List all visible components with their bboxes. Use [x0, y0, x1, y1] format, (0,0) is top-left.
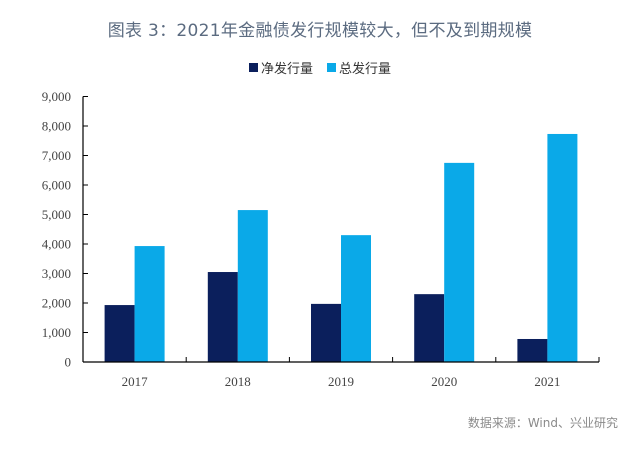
bar-total-2018	[237, 210, 268, 362]
y-tick-label: 0	[65, 355, 72, 370]
legend-swatch-total	[327, 63, 336, 72]
legend-item-total: 总发行量	[327, 58, 391, 77]
legend-swatch-net	[248, 63, 258, 72]
x-tick-label: 2020	[431, 374, 457, 389]
bar-net-2018	[207, 272, 238, 362]
source-note: 数据来源：Wind、兴业研究	[467, 416, 618, 430]
y-tick-label: 2,000	[42, 296, 71, 311]
y-tick-label: 5,000	[42, 207, 71, 222]
legend: 净发行量 总发行量	[0, 58, 640, 77]
bar-total-2017	[134, 246, 165, 362]
x-tick-label: 2019	[328, 374, 354, 389]
bar-total-2020	[444, 162, 475, 362]
bar-net-2019	[311, 303, 341, 362]
y-tick-label: 9,000	[42, 89, 71, 104]
y-tick-label: 1,000	[42, 325, 71, 340]
y-tick-label: 8,000	[42, 119, 71, 134]
x-tick-label: 2018	[225, 374, 251, 389]
bar-net-2020	[414, 294, 445, 362]
bar-net-2017	[104, 305, 135, 362]
y-tick-label: 6,000	[42, 178, 71, 193]
x-tick-label: 2021	[534, 374, 560, 389]
y-tick-label: 7,000	[42, 148, 71, 163]
legend-item-net: 净发行量	[248, 58, 313, 77]
legend-label-total: 总发行量	[339, 62, 392, 77]
bar-total-2021	[547, 133, 578, 362]
y-tick-label: 3,000	[42, 266, 71, 281]
x-tick-label: 2017	[122, 374, 149, 389]
bar-net-2021	[517, 338, 548, 362]
chart-title: 图表 3：2021年金融债发行规模较大，但不及到期规模	[107, 21, 533, 41]
bar-total-2019	[341, 235, 371, 362]
legend-label-net: 净发行量	[260, 62, 313, 77]
y-tick-label: 4,000	[42, 237, 71, 252]
